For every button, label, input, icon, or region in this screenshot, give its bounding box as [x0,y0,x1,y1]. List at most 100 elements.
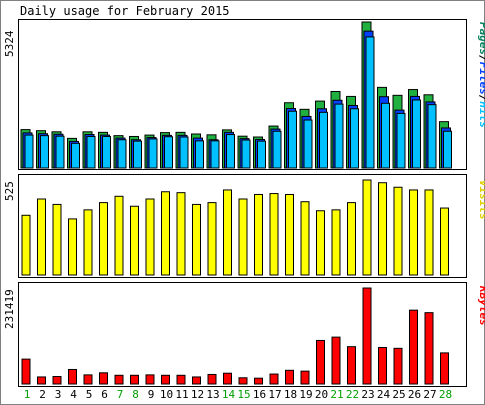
bar-pages-day-20 [319,111,328,169]
bar-visits-day-10 [161,191,170,276]
bar-pages-day-26 [412,99,421,169]
bar-kbytes-day-12 [192,376,201,385]
bar-pages-day-10 [164,136,173,169]
bars-hits-group [20,21,452,169]
bar-visits-day-27 [424,189,434,276]
legend-files-label: Files [477,62,485,95]
bar-pages-day-5 [86,135,96,169]
day-label-27: 27 [423,388,436,401]
bar-pages-day-19 [303,119,313,169]
bar-visits-day-22 [347,202,356,276]
bar-pages-day-23 [365,36,375,169]
bar-visits-day-4 [68,218,77,276]
panel-kbytes-frame [18,282,467,387]
bar-kbytes-day-25 [393,347,403,385]
day-label-19: 19 [299,388,312,401]
bar-pages-day-3 [55,135,65,169]
day-label-28: 28 [439,388,452,401]
day-label-7: 7 [117,388,124,401]
bar-kbytes-day-1 [21,358,31,385]
bar-visits-day-2 [37,198,46,276]
day-label-11: 11 [175,388,188,401]
day-label-20: 20 [315,388,328,401]
bar-kbytes-day-11 [176,374,186,385]
bar-visits-day-8 [130,205,139,276]
bar-kbytes-day-14 [223,372,232,385]
bar-pages-day-15 [241,139,251,169]
bar-kbytes-day-8 [130,374,139,385]
bar-kbytes-day-24 [378,346,387,385]
bar-kbytes-day-17 [269,373,279,385]
bar-kbytes-day-5 [83,374,93,385]
bar-kbytes-day-27 [424,312,434,385]
legend-hits: Pages/Files/Hits [477,22,485,128]
day-label-6: 6 [101,388,108,401]
legend-kbytes: KBytes [477,285,485,326]
bar-visits-day-23 [362,179,372,276]
bar-visits-day-19 [300,201,310,276]
ymax-label-visits: 525 [3,181,16,201]
bar-visits-day-6 [99,202,108,276]
bar-pages-day-17 [272,130,282,169]
bar-pages-day-28 [443,130,452,169]
day-label-13: 13 [206,388,219,401]
day-label-5: 5 [86,388,93,401]
day-labels-group: 1 2 3 4 5 6 7 8 9 10 11 12 13 14 15 16 17 18 19 20 21 22 23 24 2… [24,388,452,401]
day-label-2: 2 [39,388,46,401]
bar-pages-day-8 [133,140,142,169]
day-label-24: 24 [377,388,391,401]
day-label-10: 10 [160,388,173,401]
day-label-17: 17 [268,388,281,401]
bar-kbytes-day-26 [409,309,418,385]
bar-pages-day-27 [427,104,437,169]
bar-kbytes-day-18 [285,369,294,385]
day-label-22: 22 [346,388,359,401]
bar-visits-day-24 [378,182,387,276]
bar-kbytes-day-4 [68,368,77,385]
ymax-label-kbytes: 231419 [3,289,16,329]
day-label-16: 16 [253,388,266,401]
bar-pages-day-22 [350,108,359,169]
legend-pages-label: Pages [477,22,485,55]
day-label-21: 21 [330,388,343,401]
legend-visits: Visits [477,180,485,220]
bar-kbytes-day-15 [238,377,248,385]
bar-visits-day-3 [52,203,62,276]
bar-visits-day-13 [207,202,217,276]
bar-pages-day-18 [288,110,297,169]
day-label-23: 23 [361,388,374,401]
bar-kbytes-day-28 [440,352,449,385]
bar-visits-day-25 [393,186,403,276]
bar-pages-day-24 [381,102,390,169]
bar-kbytes-day-21 [331,336,341,385]
bar-kbytes-day-20 [316,339,325,385]
bar-kbytes-day-23 [362,287,372,385]
bar-visits-day-28 [440,207,449,276]
day-label-12: 12 [191,388,204,401]
bar-pages-day-2 [40,135,49,169]
ymax-label-hits: 5324 [3,30,16,57]
bar-pages-day-1 [24,134,34,169]
bar-pages-day-6 [102,135,111,169]
bar-kbytes-day-22 [347,346,356,385]
bar-pages-day-13 [210,140,220,169]
day-label-18: 18 [284,388,297,401]
bar-kbytes-day-6 [99,372,108,385]
bar-visits-day-5 [83,209,93,276]
bar-visits-day-21 [331,209,341,276]
bar-pages-day-25 [396,112,406,169]
bar-kbytes-day-7 [114,374,124,385]
day-label-4: 4 [70,388,77,401]
bar-visits-day-7 [114,195,124,276]
chart-title: Daily usage for February 2015 [20,4,230,18]
bar-visits-day-1 [21,214,31,276]
bar-visits-day-14 [223,189,232,276]
bar-kbytes-day-2 [37,376,46,385]
bar-kbytes-day-9 [145,374,155,385]
day-label-25: 25 [392,388,405,401]
bar-visits-day-18 [285,193,294,276]
bar-pages-day-7 [117,139,127,169]
bar-visits-day-11 [176,192,186,276]
day-label-15: 15 [237,388,250,401]
